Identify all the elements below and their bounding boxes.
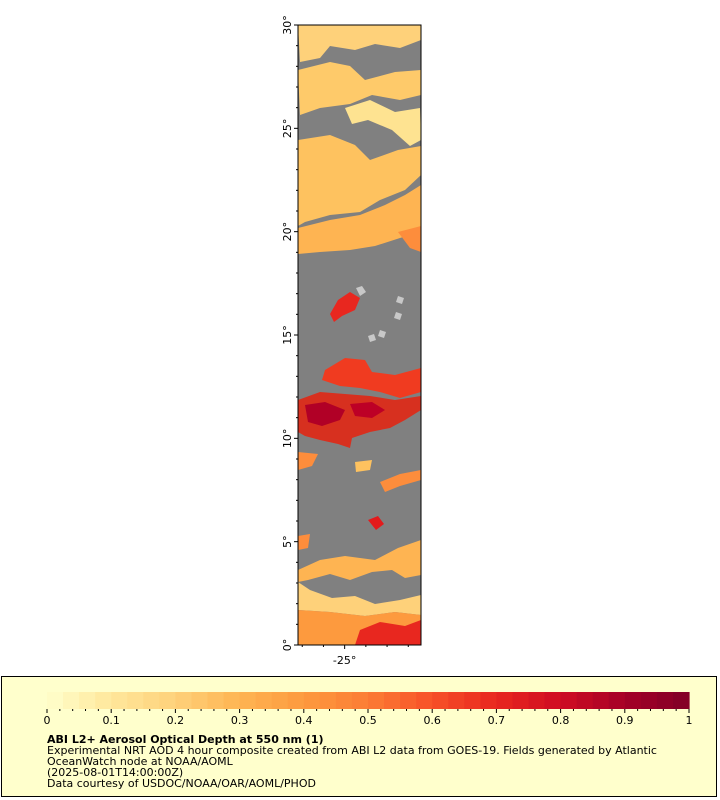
lat-tick-label: 30° xyxy=(281,15,294,35)
colorbar-cell xyxy=(464,692,481,709)
colorbar-cell xyxy=(672,692,690,709)
colorbar-cell xyxy=(608,692,626,709)
colorbar-cell xyxy=(287,692,305,709)
colorbar-cell xyxy=(207,692,225,709)
longitude-axis: -25° xyxy=(301,645,409,667)
coast-island-2 xyxy=(396,296,404,304)
colorbar-cell xyxy=(127,692,144,709)
layer-description: Experimental NRT AOD 4 hour composite cr… xyxy=(47,744,657,768)
colorbar-cell xyxy=(576,692,594,709)
colorbar-cell xyxy=(63,692,80,709)
coast-island-5 xyxy=(368,334,376,342)
colorbar-tick-label: 0 xyxy=(44,714,51,727)
colorbar-cell xyxy=(640,692,658,709)
coast-island-4 xyxy=(378,330,386,338)
colorbar-cell xyxy=(656,692,674,709)
colorbar-cell xyxy=(384,692,401,709)
aod-region-plume-north xyxy=(322,358,421,398)
colorbar-cell xyxy=(271,692,289,709)
lat-tick-label: 10° xyxy=(281,429,294,449)
colorbar-cell xyxy=(368,692,385,709)
colorbar-cell xyxy=(175,692,193,709)
lat-tick-label: 0° xyxy=(281,639,294,652)
colorbar-cell xyxy=(432,692,449,709)
aod-region-south-mid xyxy=(298,582,421,616)
aod-region-north-mid xyxy=(298,62,421,115)
colorbar-tick-label: 0.9 xyxy=(616,714,634,727)
colorbar-cell xyxy=(624,692,642,709)
colorbar-cell xyxy=(560,692,578,709)
aod-region-south-top xyxy=(298,540,421,582)
colorbar-cell xyxy=(351,692,369,709)
colorbar-tick-label: 0.1 xyxy=(102,714,120,727)
colorbar-cell xyxy=(191,692,209,709)
colorbar-tick-label: 0.2 xyxy=(167,714,185,727)
colorbar-cell xyxy=(111,692,128,709)
colorbar-cell xyxy=(47,692,64,709)
colorbar-tick-label: 0.6 xyxy=(423,714,441,727)
lon-tick-label: -25° xyxy=(333,654,356,667)
colorbar-cell xyxy=(592,692,610,709)
aod-region-8n-patch-2 xyxy=(355,460,372,472)
aod-region-5n-patch xyxy=(368,516,384,530)
colorbar-cell xyxy=(416,692,433,709)
colorbar-cell xyxy=(544,692,562,709)
aod-region-north-top xyxy=(298,25,421,62)
coast-island-3 xyxy=(394,312,402,320)
colorbar-ticks: 0 0.1 0.2 0.3 0.4 0.5 0.6 0.7 0.8 0.9 1 xyxy=(44,709,693,727)
colorbar-tick-label: 0.7 xyxy=(488,714,506,727)
colorbar-tick-label: 0.5 xyxy=(359,714,377,727)
coast-island-1 xyxy=(356,286,366,296)
colorbar-cell xyxy=(159,692,176,709)
colorbar-cell xyxy=(448,692,465,709)
colorbar-cell xyxy=(79,692,96,709)
colorbar-tick-label: 0.3 xyxy=(231,714,249,727)
aod-region-5n-small xyxy=(298,534,310,550)
aod-region-17n-patch xyxy=(330,292,360,322)
colorbar-tick-label: 0.8 xyxy=(552,714,570,727)
colorbar-cell xyxy=(319,692,337,709)
colorbar-cells xyxy=(47,692,690,709)
lat-tick-label: 20° xyxy=(281,222,294,242)
colorbar-cell xyxy=(512,692,530,709)
aod-region-7n-patch xyxy=(380,470,421,492)
lat-tick-label: 15° xyxy=(281,325,294,345)
colorbar-cell xyxy=(143,692,160,709)
colorbar-cell xyxy=(335,692,353,709)
colorbar-cell xyxy=(223,692,241,709)
layer-time: (2025-08-01T14:00:00Z) xyxy=(47,766,184,779)
colorbar-cell xyxy=(239,692,257,709)
aod-region-20n-band xyxy=(298,185,421,254)
colorbar-cell xyxy=(255,692,273,709)
colorbar-cell xyxy=(95,692,112,709)
colorbar-cell xyxy=(480,692,497,709)
colorbar-cell xyxy=(400,692,417,709)
lat-tick-label: 25° xyxy=(281,119,294,139)
colorbar-cell xyxy=(528,692,546,709)
aod-region-plume-dark xyxy=(305,402,345,426)
colorbar-tick-label: 1 xyxy=(686,714,693,727)
aod-region-north-patch xyxy=(345,100,421,146)
colorbar-tick-label: 0.4 xyxy=(295,714,313,727)
latitude-axis: 0° 5° 10° 15° 20° 25° 30° xyxy=(281,15,298,651)
colorbar-cell xyxy=(496,692,514,709)
aod-region-8n-patch xyxy=(298,452,318,470)
lat-tick-label: 5° xyxy=(281,535,294,548)
colorbar-cell xyxy=(303,692,321,709)
aod-region-plume-dark-2 xyxy=(350,402,385,418)
map: 0° 5° 10° 15° 20° 25° 30° -25° xyxy=(281,15,422,667)
aod-region-20n-edge xyxy=(398,226,421,252)
layer-title: ABI L2+ Aerosol Optical Depth at 550 nm … xyxy=(47,733,324,746)
data-credit: Data courtesy of USDOC/NOAA/OAR/AOML/PHO… xyxy=(47,777,316,790)
aod-field xyxy=(298,25,421,645)
aod-region-south-speckle xyxy=(355,620,421,645)
aod-region-north-band xyxy=(298,135,421,226)
